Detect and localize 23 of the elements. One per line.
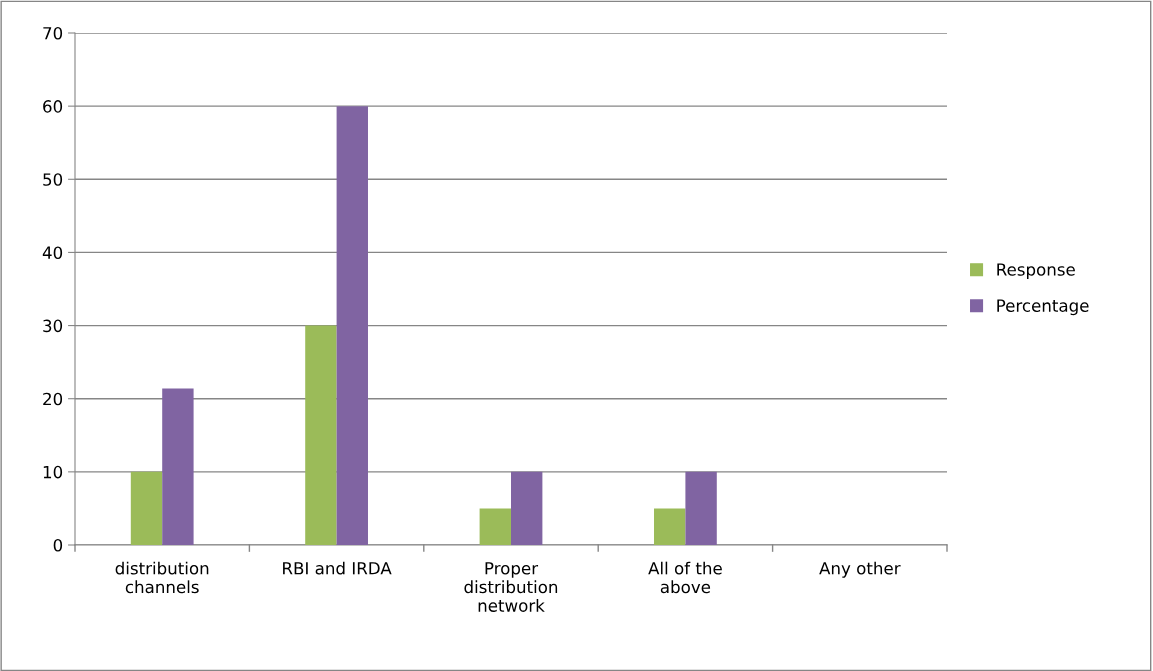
y-tick-label: 30 — [43, 319, 63, 333]
y-tick-label: 10 — [43, 465, 63, 479]
x-tick-label: All of the above — [648, 561, 722, 594]
bar — [305, 325, 337, 545]
y-tick-label: 0 — [53, 538, 63, 552]
bar — [685, 471, 717, 545]
bar — [130, 471, 163, 545]
y-tick-label: 20 — [43, 392, 63, 406]
x-tick-label: Proper distribution network — [464, 562, 558, 612]
y-tick-label: 40 — [42, 246, 63, 259]
legend-label: Response — [997, 263, 1075, 279]
x-tick-label: distribution channels — [115, 561, 209, 594]
bar — [336, 106, 368, 545]
x-tick-label: Any other — [819, 561, 901, 578]
bar — [162, 388, 194, 545]
y-tick-label: 70 — [43, 26, 63, 40]
y-tick-label: 50 — [43, 173, 63, 186]
bar — [654, 508, 686, 545]
x-tick-label: RBI and IRDA — [283, 561, 392, 575]
y-tick-label: 60 — [43, 100, 63, 113]
bar — [479, 508, 511, 545]
bar — [511, 471, 543, 545]
legend-label: Percentage — [997, 299, 1089, 316]
